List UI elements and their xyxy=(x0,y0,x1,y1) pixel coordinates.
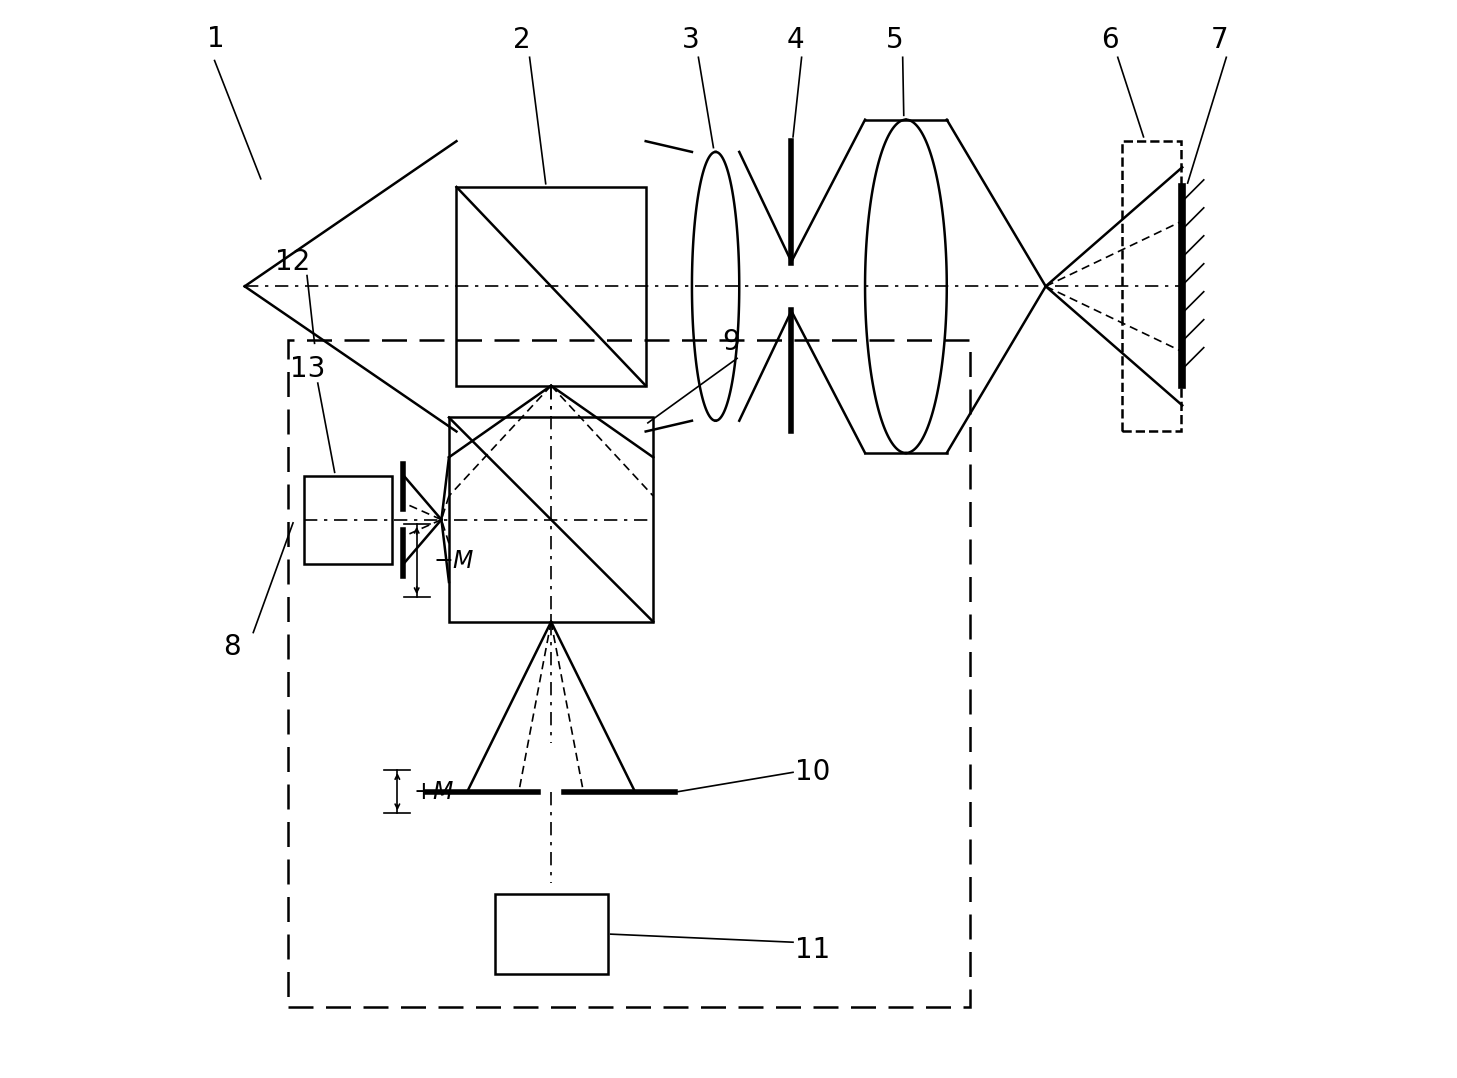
Text: 1: 1 xyxy=(207,25,224,53)
Text: 6: 6 xyxy=(1101,26,1119,54)
Bar xyxy=(456,186,645,386)
Text: 2: 2 xyxy=(513,26,530,54)
Text: $+M$: $+M$ xyxy=(414,779,455,804)
Text: 5: 5 xyxy=(886,26,903,54)
Bar xyxy=(305,475,392,564)
Bar xyxy=(449,417,653,622)
Text: 11: 11 xyxy=(796,936,830,964)
Bar xyxy=(494,894,608,975)
Text: 9: 9 xyxy=(721,328,740,356)
Text: 12: 12 xyxy=(275,248,310,276)
Text: 10: 10 xyxy=(796,758,830,786)
Text: 13: 13 xyxy=(290,355,325,383)
Bar xyxy=(1122,141,1182,431)
Text: $-M$: $-M$ xyxy=(433,549,475,572)
Bar xyxy=(287,340,970,1007)
Text: 4: 4 xyxy=(787,26,804,54)
Text: 3: 3 xyxy=(682,26,699,54)
Text: 8: 8 xyxy=(223,633,240,661)
Text: 7: 7 xyxy=(1211,26,1228,54)
